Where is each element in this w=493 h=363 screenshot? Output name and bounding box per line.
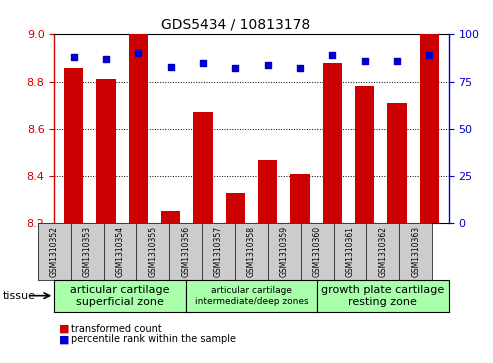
Text: GSM1310353: GSM1310353 [83, 226, 92, 277]
Point [425, 52, 433, 58]
Point [231, 66, 239, 72]
Bar [193, 112, 212, 223]
Bar [322, 63, 342, 223]
Text: GSM1310356: GSM1310356 [181, 226, 190, 277]
Point [70, 54, 77, 60]
Text: GSM1310360: GSM1310360 [313, 226, 321, 277]
Text: GSM1310361: GSM1310361 [346, 226, 354, 277]
Bar [258, 159, 277, 223]
Text: GSM1310363: GSM1310363 [411, 226, 420, 277]
Text: GSM1310354: GSM1310354 [115, 226, 124, 277]
Text: GSM1310358: GSM1310358 [247, 226, 256, 277]
Text: GSM1310359: GSM1310359 [280, 226, 289, 277]
Point [361, 58, 369, 64]
Text: articular cartilage
superficial zone: articular cartilage superficial zone [70, 285, 170, 307]
Text: growth plate cartilage
resting zone: growth plate cartilage resting zone [321, 285, 445, 307]
Point [393, 58, 401, 64]
Point [328, 52, 336, 58]
Text: transformed count: transformed count [71, 323, 162, 334]
Bar [129, 34, 148, 223]
Text: ■: ■ [59, 334, 70, 344]
Point [167, 64, 175, 69]
Text: GSM1310362: GSM1310362 [379, 226, 387, 277]
Bar [387, 103, 407, 223]
Bar [420, 34, 439, 223]
Bar [290, 174, 310, 223]
Text: GSM1310357: GSM1310357 [214, 226, 223, 277]
Point [296, 66, 304, 72]
Title: GDS5434 / 10813178: GDS5434 / 10813178 [161, 18, 310, 32]
Text: tissue: tissue [2, 291, 35, 301]
Text: articular cartilage
intermediate/deep zones: articular cartilage intermediate/deep zo… [195, 286, 308, 306]
Text: GSM1310355: GSM1310355 [148, 226, 157, 277]
Bar [96, 79, 116, 223]
Point [102, 56, 110, 62]
Bar [355, 86, 374, 223]
Text: ■: ■ [59, 323, 70, 334]
Text: percentile rank within the sample: percentile rank within the sample [71, 334, 237, 344]
Bar [64, 68, 83, 223]
Bar [161, 211, 180, 223]
Point [264, 62, 272, 68]
Point [134, 50, 142, 56]
Point [199, 60, 207, 66]
Text: GSM1310352: GSM1310352 [50, 226, 59, 277]
Bar [226, 192, 245, 223]
